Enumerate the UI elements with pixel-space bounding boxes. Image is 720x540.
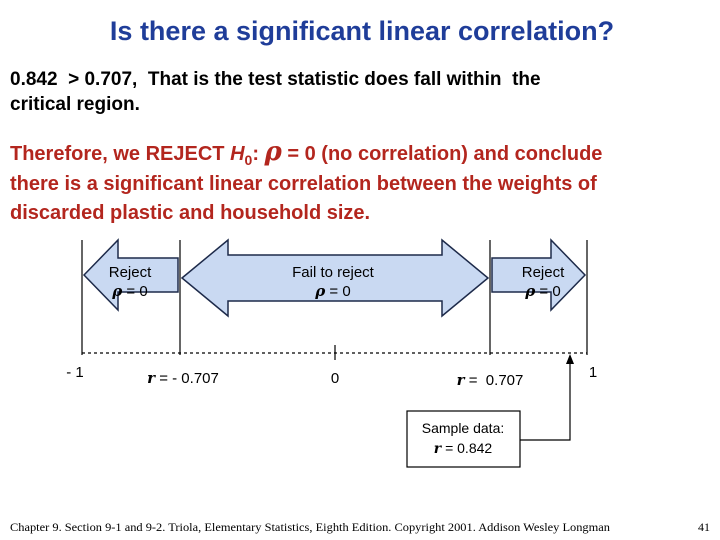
region-label: Reject bbox=[522, 264, 565, 281]
sample-value: r = 0.842 bbox=[434, 440, 493, 457]
axis-label: r = 0.707 bbox=[457, 371, 524, 389]
conclusion-line: Therefore, we REJECT H0: ρ = 0 (no corre… bbox=[10, 137, 602, 168]
axis-label: 1 bbox=[589, 364, 597, 381]
region-hypothesis: ρ = 0 bbox=[111, 282, 147, 300]
reject-arrow bbox=[82, 238, 179, 312]
text: ρ bbox=[524, 282, 536, 300]
text: = 0 bbox=[122, 283, 147, 300]
text: = 0 bbox=[325, 283, 350, 300]
text: = 0.707 bbox=[465, 372, 524, 389]
text: r bbox=[434, 441, 443, 457]
text: r bbox=[147, 369, 156, 387]
axis-label: r = - 0.707 bbox=[147, 369, 219, 387]
page-number: 41 bbox=[698, 520, 710, 534]
sample-box bbox=[406, 410, 521, 468]
connector bbox=[520, 356, 571, 441]
text: H bbox=[230, 143, 245, 165]
statement-line: critical region. bbox=[10, 94, 140, 115]
conclusion-line: discarded plastic and household size. bbox=[10, 202, 370, 224]
conclusion-line: there is a significant linear correlatio… bbox=[10, 173, 597, 195]
region-hypothesis: ρ = 0 bbox=[524, 282, 560, 300]
region-hypothesis: ρ = 0 bbox=[314, 282, 350, 300]
text: = 0 (no correlation) and conclude bbox=[282, 143, 603, 165]
footer-citation: Chapter 9. Section 9-1 and 9-2. Triola, … bbox=[10, 522, 610, 534]
text: Therefore, we REJECT bbox=[10, 143, 230, 165]
text: = - 0.707 bbox=[155, 370, 219, 387]
text: = 0 bbox=[535, 283, 560, 300]
region-label: Reject bbox=[109, 264, 152, 281]
axis-label: - 1 bbox=[66, 364, 84, 381]
text: : bbox=[252, 143, 264, 165]
connector-head bbox=[566, 354, 574, 364]
region-label: Fail to reject bbox=[292, 264, 375, 281]
statement-line: 0.842 > 0.707, That is the test statisti… bbox=[10, 69, 541, 90]
text: ρ bbox=[264, 137, 283, 167]
sample-heading: Sample data: bbox=[422, 420, 505, 436]
text: ρ bbox=[111, 282, 123, 300]
axis-label: 0 bbox=[331, 370, 339, 387]
fail-to-reject-arrow bbox=[180, 238, 490, 318]
title: Is there a significant linear correlatio… bbox=[110, 16, 614, 46]
text: ρ bbox=[314, 282, 326, 300]
reject-arrow bbox=[491, 238, 587, 312]
text: 0 bbox=[245, 152, 253, 168]
text: = 0.842 bbox=[441, 440, 492, 456]
text: r bbox=[457, 371, 466, 389]
